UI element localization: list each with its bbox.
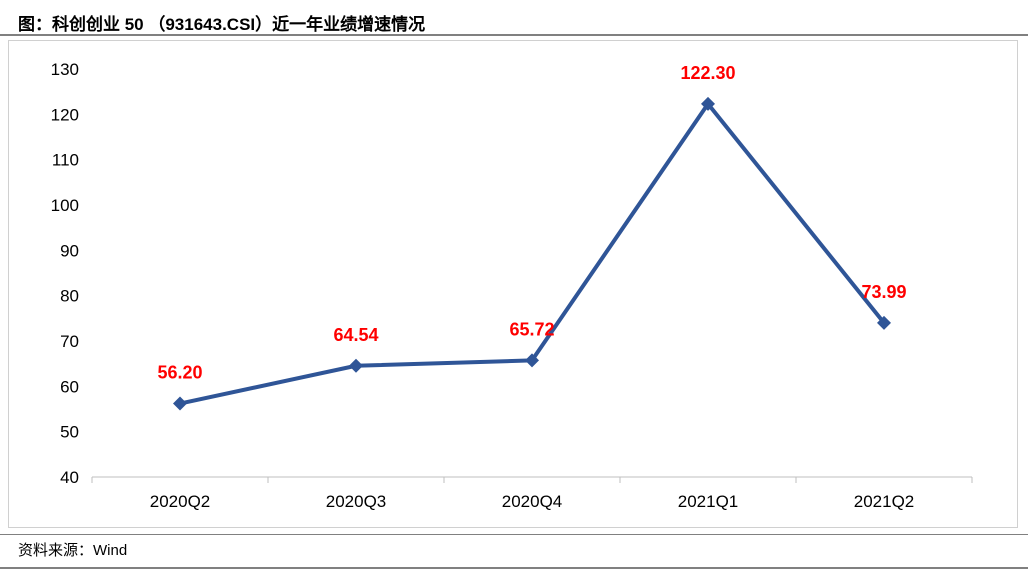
y-tick-label: 60 [60,377,79,396]
data-point-marker [173,396,187,411]
y-tick-label: 110 [52,151,79,170]
x-tick-label: 2021Q1 [678,492,739,511]
y-tick-label: 100 [51,196,79,215]
x-tick-label: 2021Q2 [854,492,915,511]
axis-layer: 2020Q2 2020Q3 2020Q4 2021Q1 2021Q2 40 50 60 70 80… [51,60,973,511]
data-point-marker [701,96,715,111]
data-point-marker [877,315,891,330]
x-tick-label: 2020Q3 [326,492,387,511]
chart-title: 图：科创创业 50 （931643.CSI）近一年业绩增速情况 [18,15,426,34]
data-label: 122.30 [680,63,735,83]
y-tick-label: 90 [60,241,79,260]
source-note: 资料来源：Wind [18,542,128,559]
data-label: 73.99 [861,282,906,302]
y-tick-label: 40 [60,468,79,487]
data-point-marker [525,353,539,368]
y-tick-label: 50 [60,423,79,442]
data-label-layer: 56.20 64.54 65.72 122.30 73.99 [157,63,906,383]
chart-area [8,40,1018,528]
y-tick-label: 120 [51,105,79,124]
data-point-marker [349,358,363,373]
y-tick-label: 70 [60,332,79,351]
series-layer [173,96,891,411]
data-label: 64.54 [333,325,378,345]
title-divider [0,34,1028,36]
source-divider [0,534,1028,535]
data-label: 65.72 [509,319,554,339]
y-tick-label: 130 [51,60,79,79]
x-tick-label: 2020Q4 [502,492,563,511]
y-tick-label: 80 [60,287,79,306]
x-tick-label: 2020Q2 [150,492,211,511]
bottom-divider [0,567,1028,569]
data-label: 56.20 [157,363,202,383]
